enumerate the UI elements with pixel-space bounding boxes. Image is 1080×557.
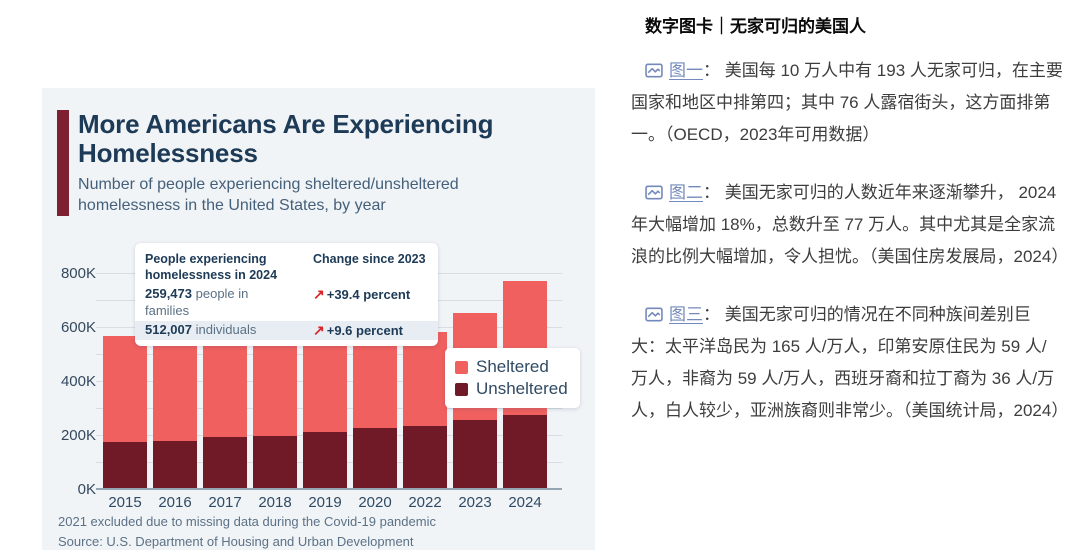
stacked-bar-2018 bbox=[253, 339, 297, 489]
stat-label: people in families bbox=[145, 286, 249, 318]
bar-segment-sheltered-2018 bbox=[253, 339, 297, 437]
up-arrow-icon: ↗ bbox=[313, 286, 325, 303]
figure-link-1[interactable]: 图一 bbox=[669, 61, 703, 80]
stacked-bar-2022 bbox=[403, 331, 447, 489]
infobox-stat: 259,473 people in families bbox=[135, 285, 303, 320]
chart-header: More Americans Are Experiencing Homeless… bbox=[57, 109, 595, 217]
paragraph-text: ： 美国无家可归的情况在不同种族间差别巨大：太平洋岛民为 165 人/万人，印第… bbox=[631, 305, 1069, 420]
stat-value: 259,473 bbox=[145, 286, 192, 302]
note-source: Source: U.S. Department of Housing and U… bbox=[58, 534, 414, 549]
stacked-bar-2020 bbox=[353, 332, 397, 489]
stacked-bar-2015 bbox=[103, 336, 147, 489]
chart-subtitle: Number of people experiencing sheltered/… bbox=[78, 175, 459, 214]
article-paragraph-1: 图一： 美国每 10 万人中有 193 人无家可归，在主要国家和地区中排第四；其… bbox=[631, 55, 1063, 151]
figure-link-3[interactable]: 图三 bbox=[669, 305, 703, 324]
article-body: 图一： 美国每 10 万人中有 193 人无家可归，在主要国家和地区中排第四；其… bbox=[631, 55, 1068, 427]
bar-segment-unsheltered-2017 bbox=[203, 436, 247, 489]
legend-item-sheltered: Sheltered bbox=[455, 356, 568, 378]
bar-segment-unsheltered-2015 bbox=[103, 442, 147, 489]
x-tick-label: 2023 bbox=[458, 494, 492, 511]
bar-segment-sheltered-2015 bbox=[103, 336, 147, 443]
x-tick-label: 2019 bbox=[308, 494, 342, 511]
legend-swatch-unsheltered bbox=[455, 382, 468, 396]
note-exclusion: 2021 excluded due to missing data during… bbox=[58, 514, 436, 529]
picture-icon bbox=[645, 307, 663, 322]
y-tick-label: 800K bbox=[60, 265, 96, 282]
x-axis-line bbox=[96, 488, 562, 490]
paragraph-text: ： 美国每 10 万人中有 193 人无家可归，在主要国家和地区中排第四；其中 … bbox=[631, 61, 1063, 144]
x-tick-label: 2020 bbox=[358, 494, 392, 511]
y-tick-label: 0K bbox=[77, 481, 96, 498]
bar-segment-unsheltered-2018 bbox=[253, 436, 297, 489]
bar-segment-unsheltered-2020 bbox=[353, 427, 397, 489]
x-tick-label: 2016 bbox=[158, 494, 192, 511]
y-tick-label: 600K bbox=[60, 319, 96, 336]
stacked-bar-2019 bbox=[303, 335, 347, 489]
x-tick-label: 2015 bbox=[108, 494, 142, 511]
infobox-stat: 512,007 individuals bbox=[135, 320, 303, 341]
picture-icon bbox=[645, 185, 663, 200]
stat-label: individuals bbox=[195, 321, 257, 337]
figure-link-2[interactable]: 图二 bbox=[669, 183, 703, 202]
y-axis-labels: 0K 200K 400K 600K 800K bbox=[48, 266, 96, 498]
bar-segment-sheltered-2017 bbox=[203, 340, 247, 437]
infobox-col2-header: Change since 2023 bbox=[313, 252, 426, 266]
x-axis-labels: 2015 2016 2017 2018 2019 2020 2022 2023 2024 bbox=[100, 494, 562, 512]
plot-area bbox=[96, 273, 562, 490]
infobox-change: ↗ +39.4 percent bbox=[303, 285, 438, 320]
article-paragraph-2: 图二： 美国无家可归的人数近年来逐渐攀升， 2024 年大幅增加 18%，总数升… bbox=[631, 177, 1068, 273]
legend-label: Unsheltered bbox=[476, 379, 568, 398]
plot-wrap: 0K 200K 400K 600K 800K 2015 2016 2017 2018 2019 2… bbox=[42, 88, 595, 550]
x-tick-label: 2022 bbox=[408, 494, 442, 511]
stats-grid: People experiencing homelessness in 2024… bbox=[135, 251, 438, 341]
legend-label: Sheltered bbox=[476, 357, 549, 376]
x-tick-label: 2017 bbox=[208, 494, 242, 511]
infobox-col1-header: People experiencing homelessness in 2024 bbox=[145, 252, 278, 282]
bar-segment-unsheltered-2016 bbox=[153, 441, 197, 489]
x-tick-label: 2024 bbox=[508, 494, 542, 511]
y-tick-label: 200K bbox=[60, 427, 96, 444]
chart-title: More Americans Are Experiencing Homeless… bbox=[78, 109, 494, 169]
infobox-change: ↗ +9.6 percent bbox=[303, 320, 438, 341]
bar-segment-unsheltered-2023 bbox=[453, 419, 497, 489]
stacked-bar-2017 bbox=[203, 340, 247, 489]
x-tick-label: 2018 bbox=[258, 494, 292, 511]
bar-segment-sheltered-2020 bbox=[353, 332, 397, 428]
bar-segment-sheltered-2016 bbox=[153, 340, 197, 442]
article-paragraph-3: 图三： 美国无家可归的情况在不同种族间差别巨大：太平洋岛民为 165 人/万人，… bbox=[631, 299, 1068, 427]
stacked-bar-2016 bbox=[153, 340, 197, 489]
legend-swatch-sheltered bbox=[455, 360, 468, 374]
up-arrow-icon: ↗ bbox=[313, 321, 325, 338]
bar-segment-unsheltered-2024 bbox=[503, 415, 547, 489]
legend-item-unsheltered: Unsheltered bbox=[455, 378, 568, 400]
stats-infobox: People experiencing homelessness in 2024… bbox=[135, 243, 438, 347]
paragraph-text: ： 美国无家可归的人数近年来逐渐攀升， 2024 年大幅增加 18%，总数升至 … bbox=[631, 183, 1069, 266]
stat-value: 512,007 bbox=[145, 321, 192, 337]
change-value: +39.4 percent bbox=[326, 287, 411, 303]
bar-segment-sheltered-2022 bbox=[403, 331, 447, 426]
article-heading: 数字图卡｜无家可归的美国人 bbox=[645, 17, 866, 36]
title-accent-bar bbox=[57, 110, 70, 217]
change-value: +9.6 percent bbox=[326, 322, 403, 338]
bar-segment-unsheltered-2022 bbox=[403, 425, 447, 489]
bar-segment-sheltered-2019 bbox=[303, 335, 347, 433]
y-tick-label: 400K bbox=[60, 373, 96, 390]
chart-legend: Sheltered Unsheltered bbox=[445, 348, 580, 408]
picture-icon bbox=[645, 63, 663, 78]
chart-notes: 2021 excluded due to missing data during… bbox=[58, 512, 436, 552]
article-panel: 数字图卡｜无家可归的美国人 图一： 美国每 10 万人中有 193 人无家可归，… bbox=[631, 12, 1068, 453]
homelessness-chart-card: More Americans Are Experiencing Homeless… bbox=[42, 88, 595, 550]
bar-segment-unsheltered-2019 bbox=[303, 432, 347, 489]
